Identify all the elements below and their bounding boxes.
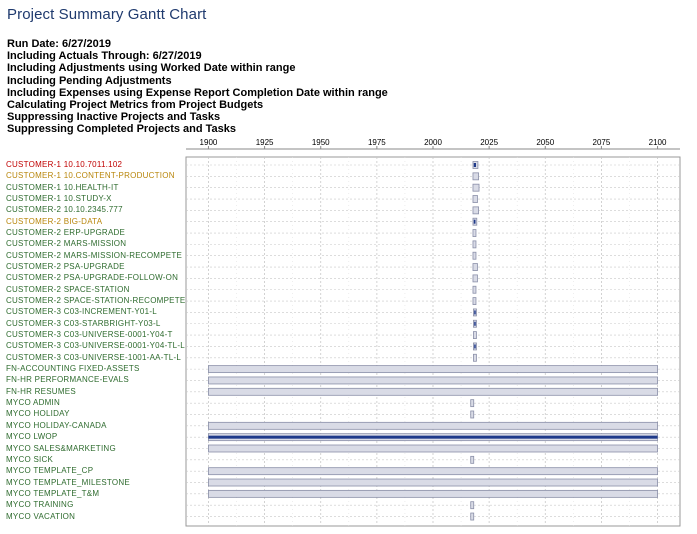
task-bar	[472, 195, 478, 203]
task-label: CUSTOMER-3 C03-UNIVERSE-0001-Y04-TL-L	[6, 341, 185, 351]
task-bar	[470, 410, 475, 419]
task-label: CUSTOMER-2 PSA-UPGRADE-FOLLOW-ON	[6, 273, 179, 283]
task-label: CUSTOMER-3 C03-UNIVERSE-1001-AA-TL-L	[6, 352, 182, 362]
task-label: MYCO TEMPLATE_MILESTONE	[6, 477, 130, 487]
page-title: Project Summary Gantt Chart	[7, 6, 207, 23]
task-label: CUSTOMER-3 C03-UNIVERSE-0001-Y04-T	[6, 330, 173, 340]
task-label: FN-ACCOUNTING FIXED-ASSETS	[6, 364, 140, 374]
task-label: CUSTOMER-1 10.CONTENT-PRODUCTION	[6, 171, 175, 181]
task-bar-progress	[473, 163, 476, 167]
task-label: CUSTOMER-1 10.STUDY-X	[6, 194, 112, 204]
task-label: MYCO HOLIDAY-CANADA	[6, 420, 107, 430]
task-label: CUSTOMER-1 10.HEALTH-IT	[6, 182, 119, 192]
task-bar	[472, 240, 477, 249]
x-tick-label: 1950	[312, 138, 330, 147]
criteria-adjustments: Including Adjustments using Worked Date …	[7, 62, 296, 75]
task-bar	[208, 467, 658, 476]
task-bar	[472, 263, 478, 271]
task-label: MYCO SALES&MARKETING	[6, 443, 116, 453]
task-label: CUSTOMER-2 SPACE-STATION	[6, 284, 130, 294]
task-bar-progress	[208, 435, 658, 439]
task-label: CUSTOMER-3 C03-INCREMENT-Y01-L	[6, 307, 157, 317]
task-bar	[208, 376, 658, 385]
task-label: CUSTOMER-2 ERP-UPGRADE	[6, 228, 126, 238]
criteria-project-metrics: Calculating Project Metrics from Project…	[7, 99, 264, 112]
task-bar	[208, 489, 658, 498]
task-bar	[472, 297, 477, 305]
task-label: CUSTOMER-2 SPACE-STATION-RECOMPETE	[6, 296, 186, 306]
task-label: MYCO LWOP	[6, 432, 58, 442]
task-label: MYCO TEMPLATE_CP	[6, 466, 94, 476]
task-label: FN-HR RESUMES	[6, 386, 76, 396]
task-bar	[472, 229, 477, 237]
task-label: CUSTOMER-2 MARS-MISSION	[6, 239, 127, 249]
task-label: MYCO TEMPLATE_T&M	[6, 488, 100, 498]
x-tick-label: 1925	[256, 138, 274, 147]
criteria-suppress-inactive: Suppressing Inactive Projects and Tasks	[7, 111, 221, 124]
task-bar	[473, 353, 477, 362]
task-label: MYCO SICK	[6, 454, 54, 464]
task-label: CUSTOMER-2 10.10.2345.777	[6, 205, 123, 215]
task-bar	[208, 387, 658, 396]
task-label: CUSTOMER-2 BIG-DATA	[6, 216, 103, 226]
criteria-expenses: Including Expenses using Expense Report …	[7, 86, 388, 99]
x-tick-label: 2075	[593, 138, 611, 147]
task-label: MYCO VACATION	[6, 511, 76, 521]
task-bar	[208, 365, 658, 374]
x-tick-label: 1900	[200, 138, 218, 147]
task-label: MYCO TRAINING	[6, 500, 74, 510]
x-tick-label: 1975	[368, 138, 386, 147]
task-bar	[470, 399, 475, 408]
report-criteria: Run Date: 6/27/2019 Including Actuals Th…	[7, 38, 388, 136]
task-bar	[472, 172, 479, 181]
task-bar-progress	[474, 344, 476, 349]
task-bar	[472, 206, 479, 215]
task-label: CUSTOMER-3 C03-STARBRIGHT-Y03-L	[6, 318, 161, 328]
x-tick-label: 2100	[649, 138, 667, 147]
task-bar	[472, 274, 478, 283]
criteria-run-date: Run Date: 6/27/2019	[7, 38, 111, 50]
task-label: CUSTOMER-1 10.10.7011.102	[6, 160, 123, 169]
task-label: CUSTOMER-2 MARS-MISSION-RECOMPETE	[6, 250, 183, 260]
x-tick-label: 2000	[424, 138, 442, 147]
criteria-pending-adjustments: Including Pending Adjustments	[7, 74, 172, 87]
task-bar	[470, 512, 475, 521]
x-tick-label: 2025	[480, 138, 498, 147]
task-label: FN-HR PERFORMANCE-EVALS	[6, 375, 129, 385]
task-bar	[473, 331, 477, 340]
task-bar	[470, 501, 475, 510]
task-bar	[470, 455, 475, 464]
task-bar	[208, 444, 658, 453]
task-label: CUSTOMER-2 PSA-UPGRADE	[6, 262, 125, 272]
criteria-actuals-through: Including Actuals Through: 6/27/2019	[7, 50, 202, 63]
task-label: MYCO ADMIN	[6, 398, 61, 408]
task-bar-progress	[474, 321, 476, 326]
task-label: MYCO HOLIDAY	[6, 409, 70, 419]
task-bar	[472, 285, 477, 294]
task-bar	[472, 251, 477, 260]
task-bar-progress	[473, 219, 476, 224]
task-bar	[472, 183, 480, 192]
criteria-suppress-completed: Suppressing Completed Projects and Tasks	[7, 123, 237, 136]
task-bar	[208, 478, 658, 487]
x-tick-label: 2050	[536, 138, 554, 147]
task-bar	[208, 421, 658, 430]
task-bar-progress	[474, 310, 476, 315]
